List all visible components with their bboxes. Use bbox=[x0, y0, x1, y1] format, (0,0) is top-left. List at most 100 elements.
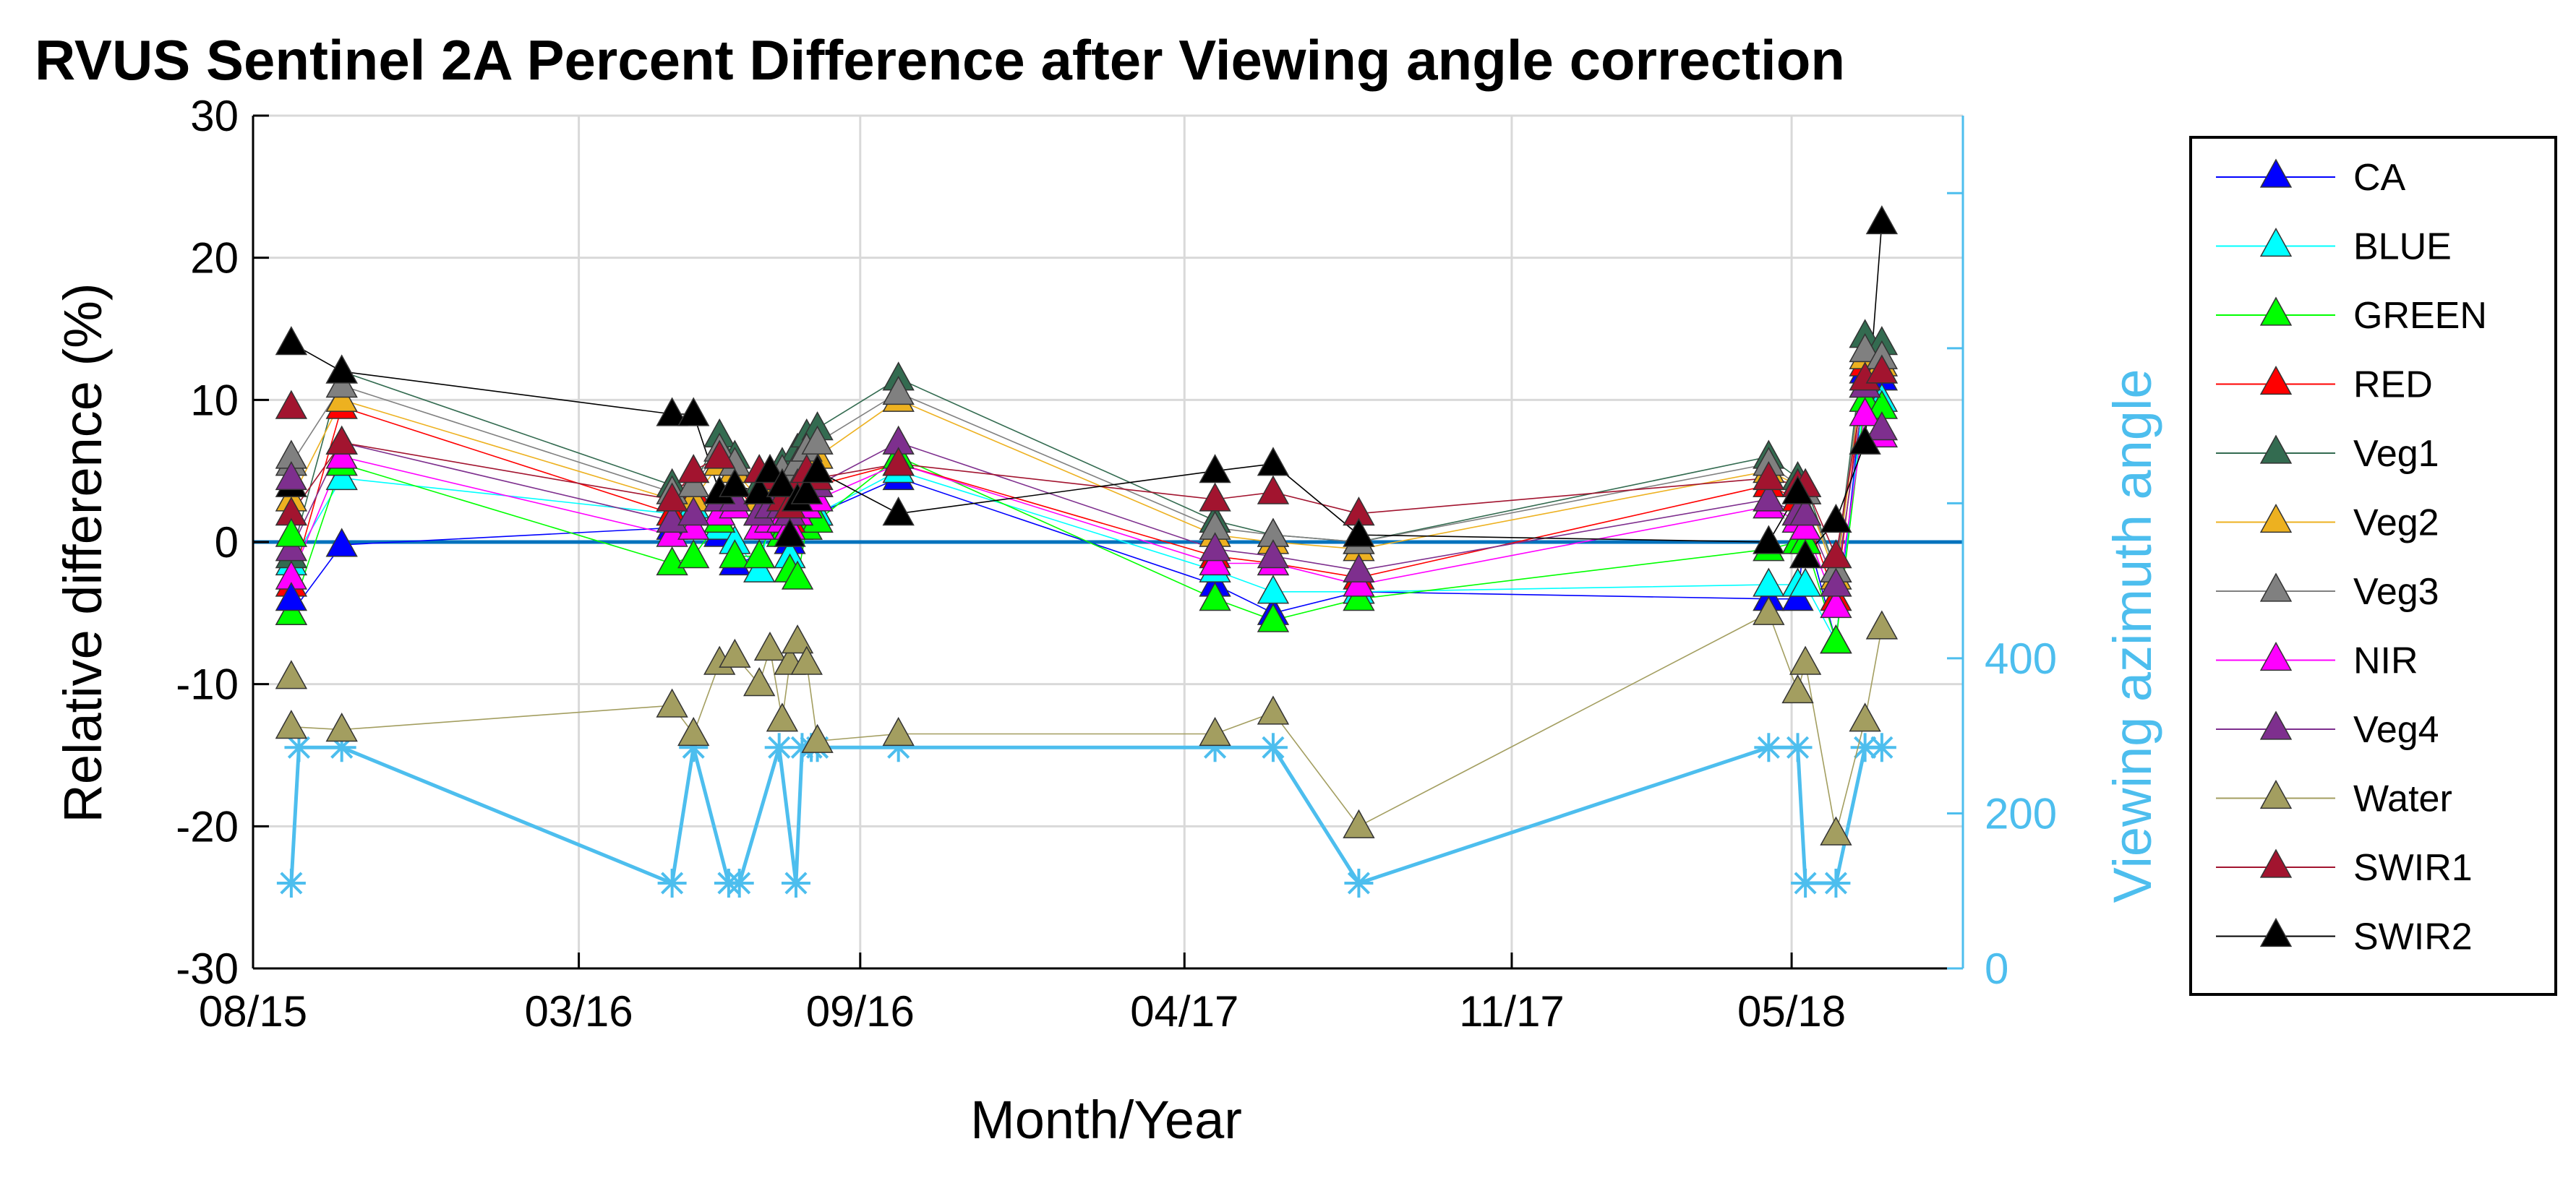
y-tick-label: 30 bbox=[190, 92, 239, 140]
azimuth-marker bbox=[781, 869, 810, 898]
marker-SWIR2 bbox=[719, 468, 751, 497]
marker-SWIR2 bbox=[753, 454, 787, 483]
marker-Veg4 bbox=[1865, 411, 1899, 441]
marker-GREEN bbox=[1199, 582, 1231, 611]
marker-SWIR2 bbox=[1343, 517, 1375, 547]
marker-SWIR2 bbox=[1865, 205, 1899, 235]
marker-SWIR2 bbox=[656, 397, 688, 426]
y-axis-label: Relative difference (%) bbox=[53, 283, 113, 822]
marker-Water bbox=[766, 702, 799, 732]
marker-Water bbox=[1789, 645, 1822, 675]
legend-marker-SWIR2 bbox=[2259, 917, 2293, 947]
marker-SWIR1 bbox=[275, 390, 308, 419]
y2-axis-label: Viewing azimuth angle bbox=[2102, 369, 2162, 903]
marker-GREEN bbox=[1257, 603, 1290, 632]
marker-NIR bbox=[1820, 588, 1852, 619]
x-tick-label: 03/16 bbox=[524, 987, 633, 1036]
azimuth-marker bbox=[1783, 733, 1813, 762]
marker-Water bbox=[325, 713, 358, 742]
legend-label-BLUE: BLUE bbox=[2353, 226, 2452, 268]
axes: -30 -20 -10 0 10 20 30 08/15 03/16 09/16 04/17 11/1… bbox=[176, 92, 2057, 1036]
legend-marker-GREEN bbox=[2259, 296, 2293, 326]
legend-marker-NIR bbox=[2259, 641, 2293, 671]
series-line-Water bbox=[291, 612, 1883, 834]
marker-BLUE bbox=[1789, 567, 1822, 597]
marker-SWIR2 bbox=[1789, 539, 1822, 569]
marker-Veg4 bbox=[1343, 553, 1375, 582]
y-tick-label: -10 bbox=[176, 661, 239, 709]
x-axis-label: Month/Year bbox=[970, 1090, 1242, 1150]
series-line-CA bbox=[291, 370, 1883, 642]
marker-Water bbox=[1343, 809, 1375, 838]
y2-tick-label: 200 bbox=[1985, 789, 2057, 838]
y-tick-label: -20 bbox=[176, 802, 239, 851]
marker-SWIR1 bbox=[1865, 354, 1899, 384]
azimuth-marker bbox=[1867, 733, 1896, 762]
azimuth-marker bbox=[1821, 869, 1851, 898]
marker-Water bbox=[1849, 702, 1881, 732]
azimuth-marker bbox=[1258, 733, 1288, 762]
marker-BLUE bbox=[1257, 575, 1290, 604]
azimuth-marker bbox=[276, 869, 306, 898]
legend-label-RED: RED bbox=[2353, 364, 2433, 406]
y2-tick-label: 400 bbox=[1985, 635, 2057, 683]
legend-label-SWIR2: SWIR2 bbox=[2353, 916, 2473, 958]
legend-label-GREEN: GREEN bbox=[2353, 295, 2487, 337]
marker-Water bbox=[882, 716, 915, 747]
series-line-NIR bbox=[291, 413, 1883, 609]
marker-SWIR1 bbox=[882, 447, 915, 476]
x-tick-label: 11/17 bbox=[1459, 987, 1565, 1036]
legend-label-CA: CA bbox=[2353, 157, 2406, 199]
marker-SWIR2 bbox=[1257, 447, 1290, 476]
marker-CA bbox=[275, 582, 308, 611]
legend-marker-Veg2 bbox=[2259, 503, 2293, 533]
azimuth-marker bbox=[1754, 733, 1784, 762]
legend-label-Veg4: Veg4 bbox=[2353, 709, 2439, 751]
marker-Veg3 bbox=[882, 375, 915, 405]
marker-SWIR1 bbox=[703, 439, 736, 469]
series-line-Veg3 bbox=[291, 349, 1883, 571]
legend-marker-Veg4 bbox=[2259, 710, 2293, 740]
legend-marker-CA bbox=[2259, 158, 2293, 188]
chart-title: RVUS Sentinel 2A Percent Difference afte… bbox=[35, 28, 1845, 92]
azimuth-marker bbox=[284, 733, 314, 762]
legend-label-Veg3: Veg3 bbox=[2353, 571, 2439, 613]
series-lines bbox=[253, 222, 1963, 834]
marker-SWIR1 bbox=[1820, 539, 1852, 569]
marker-Water bbox=[743, 667, 776, 697]
azimuth-series bbox=[276, 733, 1896, 898]
marker-SWIR2 bbox=[1753, 525, 1785, 554]
legend-marker-SWIR1 bbox=[2259, 848, 2293, 878]
marker-Water bbox=[1257, 695, 1290, 725]
x-tick-label: 05/18 bbox=[1737, 987, 1846, 1036]
x-tick-label: 04/17 bbox=[1130, 987, 1238, 1036]
marker-SWIR2 bbox=[1820, 503, 1852, 533]
marker-Veg4 bbox=[1820, 567, 1852, 597]
marker-Water bbox=[275, 710, 308, 739]
y2-tick-label: 0 bbox=[1985, 945, 2008, 993]
marker-GREEN bbox=[677, 539, 710, 569]
x-tick-label: 09/16 bbox=[806, 987, 915, 1036]
marker-GREEN bbox=[781, 560, 814, 590]
marker-SWIR2 bbox=[325, 354, 358, 384]
legend-marker-Veg3 bbox=[2259, 572, 2293, 602]
marker-Water bbox=[781, 624, 814, 654]
marker-BLUE bbox=[1753, 567, 1785, 597]
azimuth-line bbox=[289, 745, 1882, 886]
marker-Water bbox=[656, 688, 688, 718]
azimuth-marker bbox=[1791, 869, 1820, 898]
marker-SWIR1 bbox=[656, 482, 688, 512]
marker-GREEN bbox=[719, 539, 751, 569]
marker-SWIR1 bbox=[677, 454, 710, 483]
marker-Water bbox=[790, 645, 823, 675]
marker-SWIR1 bbox=[1753, 460, 1785, 491]
legend-box bbox=[2189, 136, 2557, 996]
marker-CA bbox=[325, 528, 358, 557]
marker-Veg4 bbox=[1753, 482, 1785, 512]
legend-marker-BLUE bbox=[2259, 227, 2293, 257]
legend-marker-Water bbox=[2259, 779, 2293, 809]
x-tick-label: 08/15 bbox=[199, 987, 307, 1036]
y-tick-label: 20 bbox=[190, 234, 239, 283]
marker-Veg4 bbox=[275, 460, 308, 491]
y-tick-label: -30 bbox=[176, 945, 239, 993]
